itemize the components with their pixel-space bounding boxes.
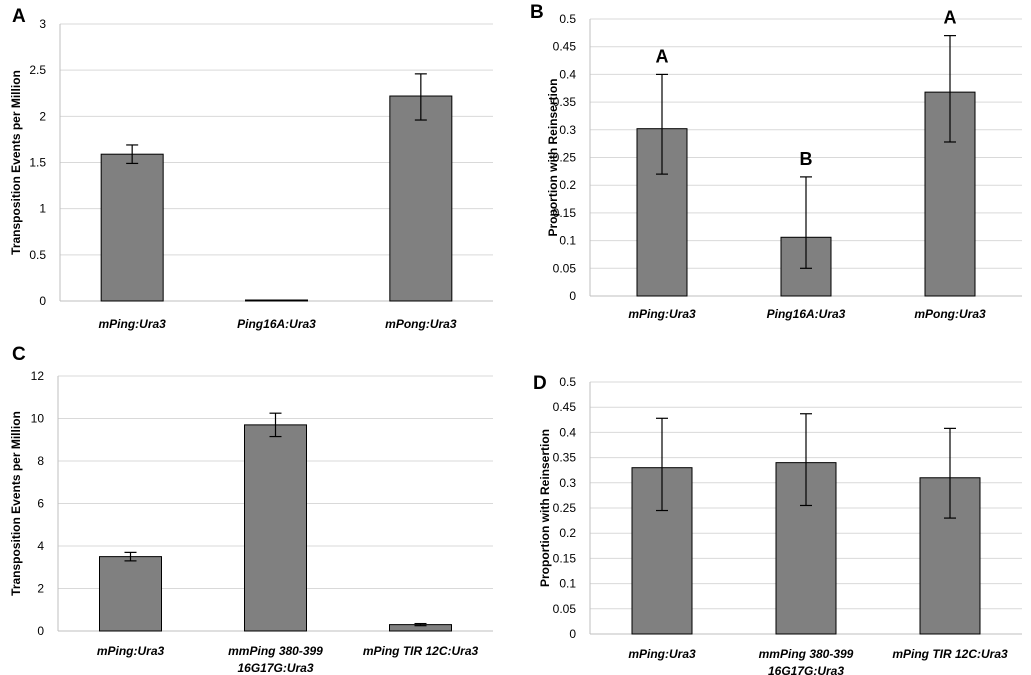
y-axis-label: Proportion with Reinsertion	[538, 429, 552, 587]
panel-b-chart: B 0 0.05 0.1 0.15 0.2 0.25 0.3 0.35 0.4 0.45 0.5 Pro…	[530, 2, 1022, 321]
y-tick-label: 0.4	[559, 425, 576, 439]
y-tick-label: 0.1	[559, 577, 576, 591]
category-label: mPong:Ura3	[914, 307, 986, 321]
category-label: mmPing 380-399	[228, 644, 323, 658]
panel-label: C	[12, 344, 26, 365]
y-tick-label: 0.05	[553, 602, 577, 616]
y-tick-label: 0.35	[553, 95, 577, 109]
category-label: 16G17G:Ura3	[768, 664, 844, 675]
bar-2	[244, 424, 307, 632]
category-label: 16G17G:Ura3	[237, 661, 313, 675]
y-tick-label: 2	[39, 109, 46, 123]
y-tick-label: 2.5	[29, 63, 46, 77]
y-tick-label: 12	[31, 369, 45, 383]
significance-label: B	[800, 149, 813, 169]
y-tick-label: 0.15	[553, 206, 577, 220]
y-tick-label: 6	[37, 497, 44, 511]
y-tick-label: 3	[39, 17, 46, 31]
bar-2	[245, 299, 308, 302]
y-tick-label: 0.5	[559, 12, 576, 26]
y-tick-label: 0.2	[559, 526, 576, 540]
y-tick-label: 0	[39, 294, 46, 308]
y-axis-label: Transposition Events per Million	[9, 411, 23, 596]
y-tick-label: 0.3	[559, 123, 576, 137]
y-tick-label: 1	[39, 202, 46, 216]
category-label: mPing TIR 12C:Ura3	[892, 647, 1008, 661]
category-label: mPong:Ura3	[385, 317, 457, 331]
y-tick-label: 0.05	[553, 261, 577, 275]
y-tick-label: 0.5	[29, 248, 46, 262]
y-tick-label: 0.15	[553, 551, 577, 565]
category-label: Ping16A:Ura3	[767, 307, 846, 321]
category-label: mmPing 380-399	[759, 647, 854, 661]
category-label: mPing:Ura3	[98, 317, 166, 331]
category-label: Ping16A:Ura3	[237, 317, 316, 331]
y-tick-label: 0.4	[559, 67, 576, 81]
y-tick-label: 10	[31, 412, 45, 426]
y-tick-label: 0	[569, 627, 576, 641]
panel-label: B	[530, 2, 544, 23]
y-tick-label: 0.5	[559, 375, 576, 389]
panel-label: D	[533, 373, 547, 394]
y-tick-label: 0.3	[559, 476, 576, 490]
y-tick-label: 1.5	[29, 156, 46, 170]
y-tick-label: 0.45	[553, 40, 577, 54]
panel-c-chart: C 0 2 4 6 8 10 12 Transposition Events per Milli…	[9, 344, 493, 675]
bar-1	[100, 153, 164, 302]
y-tick-label: 2	[37, 582, 44, 596]
y-tick-label: 0.1	[559, 234, 576, 248]
bar-1	[99, 556, 162, 632]
y-tick-label: 0.25	[553, 151, 577, 165]
y-tick-label: 0.2	[559, 178, 576, 192]
y-tick-label: 4	[37, 539, 44, 553]
y-tick-label: 0	[569, 289, 576, 303]
category-label: mPing:Ura3	[97, 644, 165, 658]
y-axis-label: Transposition Events per Million	[9, 70, 23, 255]
panel-label: A	[12, 6, 26, 27]
category-label: mPing:Ura3	[628, 647, 696, 661]
y-tick-label: 0.35	[553, 451, 577, 465]
category-label: mPing:Ura3	[628, 307, 696, 321]
bar-3	[389, 95, 453, 302]
y-axis-label: Proportion with Reinsertion	[546, 79, 560, 237]
significance-label: A	[944, 8, 957, 28]
significance-label: A	[656, 46, 669, 66]
panel-d-chart: D 0 0.05 0.1 0.15 0.2 0.25 0.3 0.35 0.4 0.45 0.5 Pro…	[533, 373, 1022, 675]
panel-a-chart: A 0 0.5 1 1.5 2 2.5 3 Transposition Events per M…	[9, 6, 493, 331]
y-tick-label: 8	[37, 454, 44, 468]
category-label: mPing TIR 12C:Ura3	[363, 644, 479, 658]
y-tick-label: 0	[37, 624, 44, 638]
y-tick-label: 0.45	[553, 400, 577, 414]
y-tick-label: 0.25	[553, 501, 577, 515]
